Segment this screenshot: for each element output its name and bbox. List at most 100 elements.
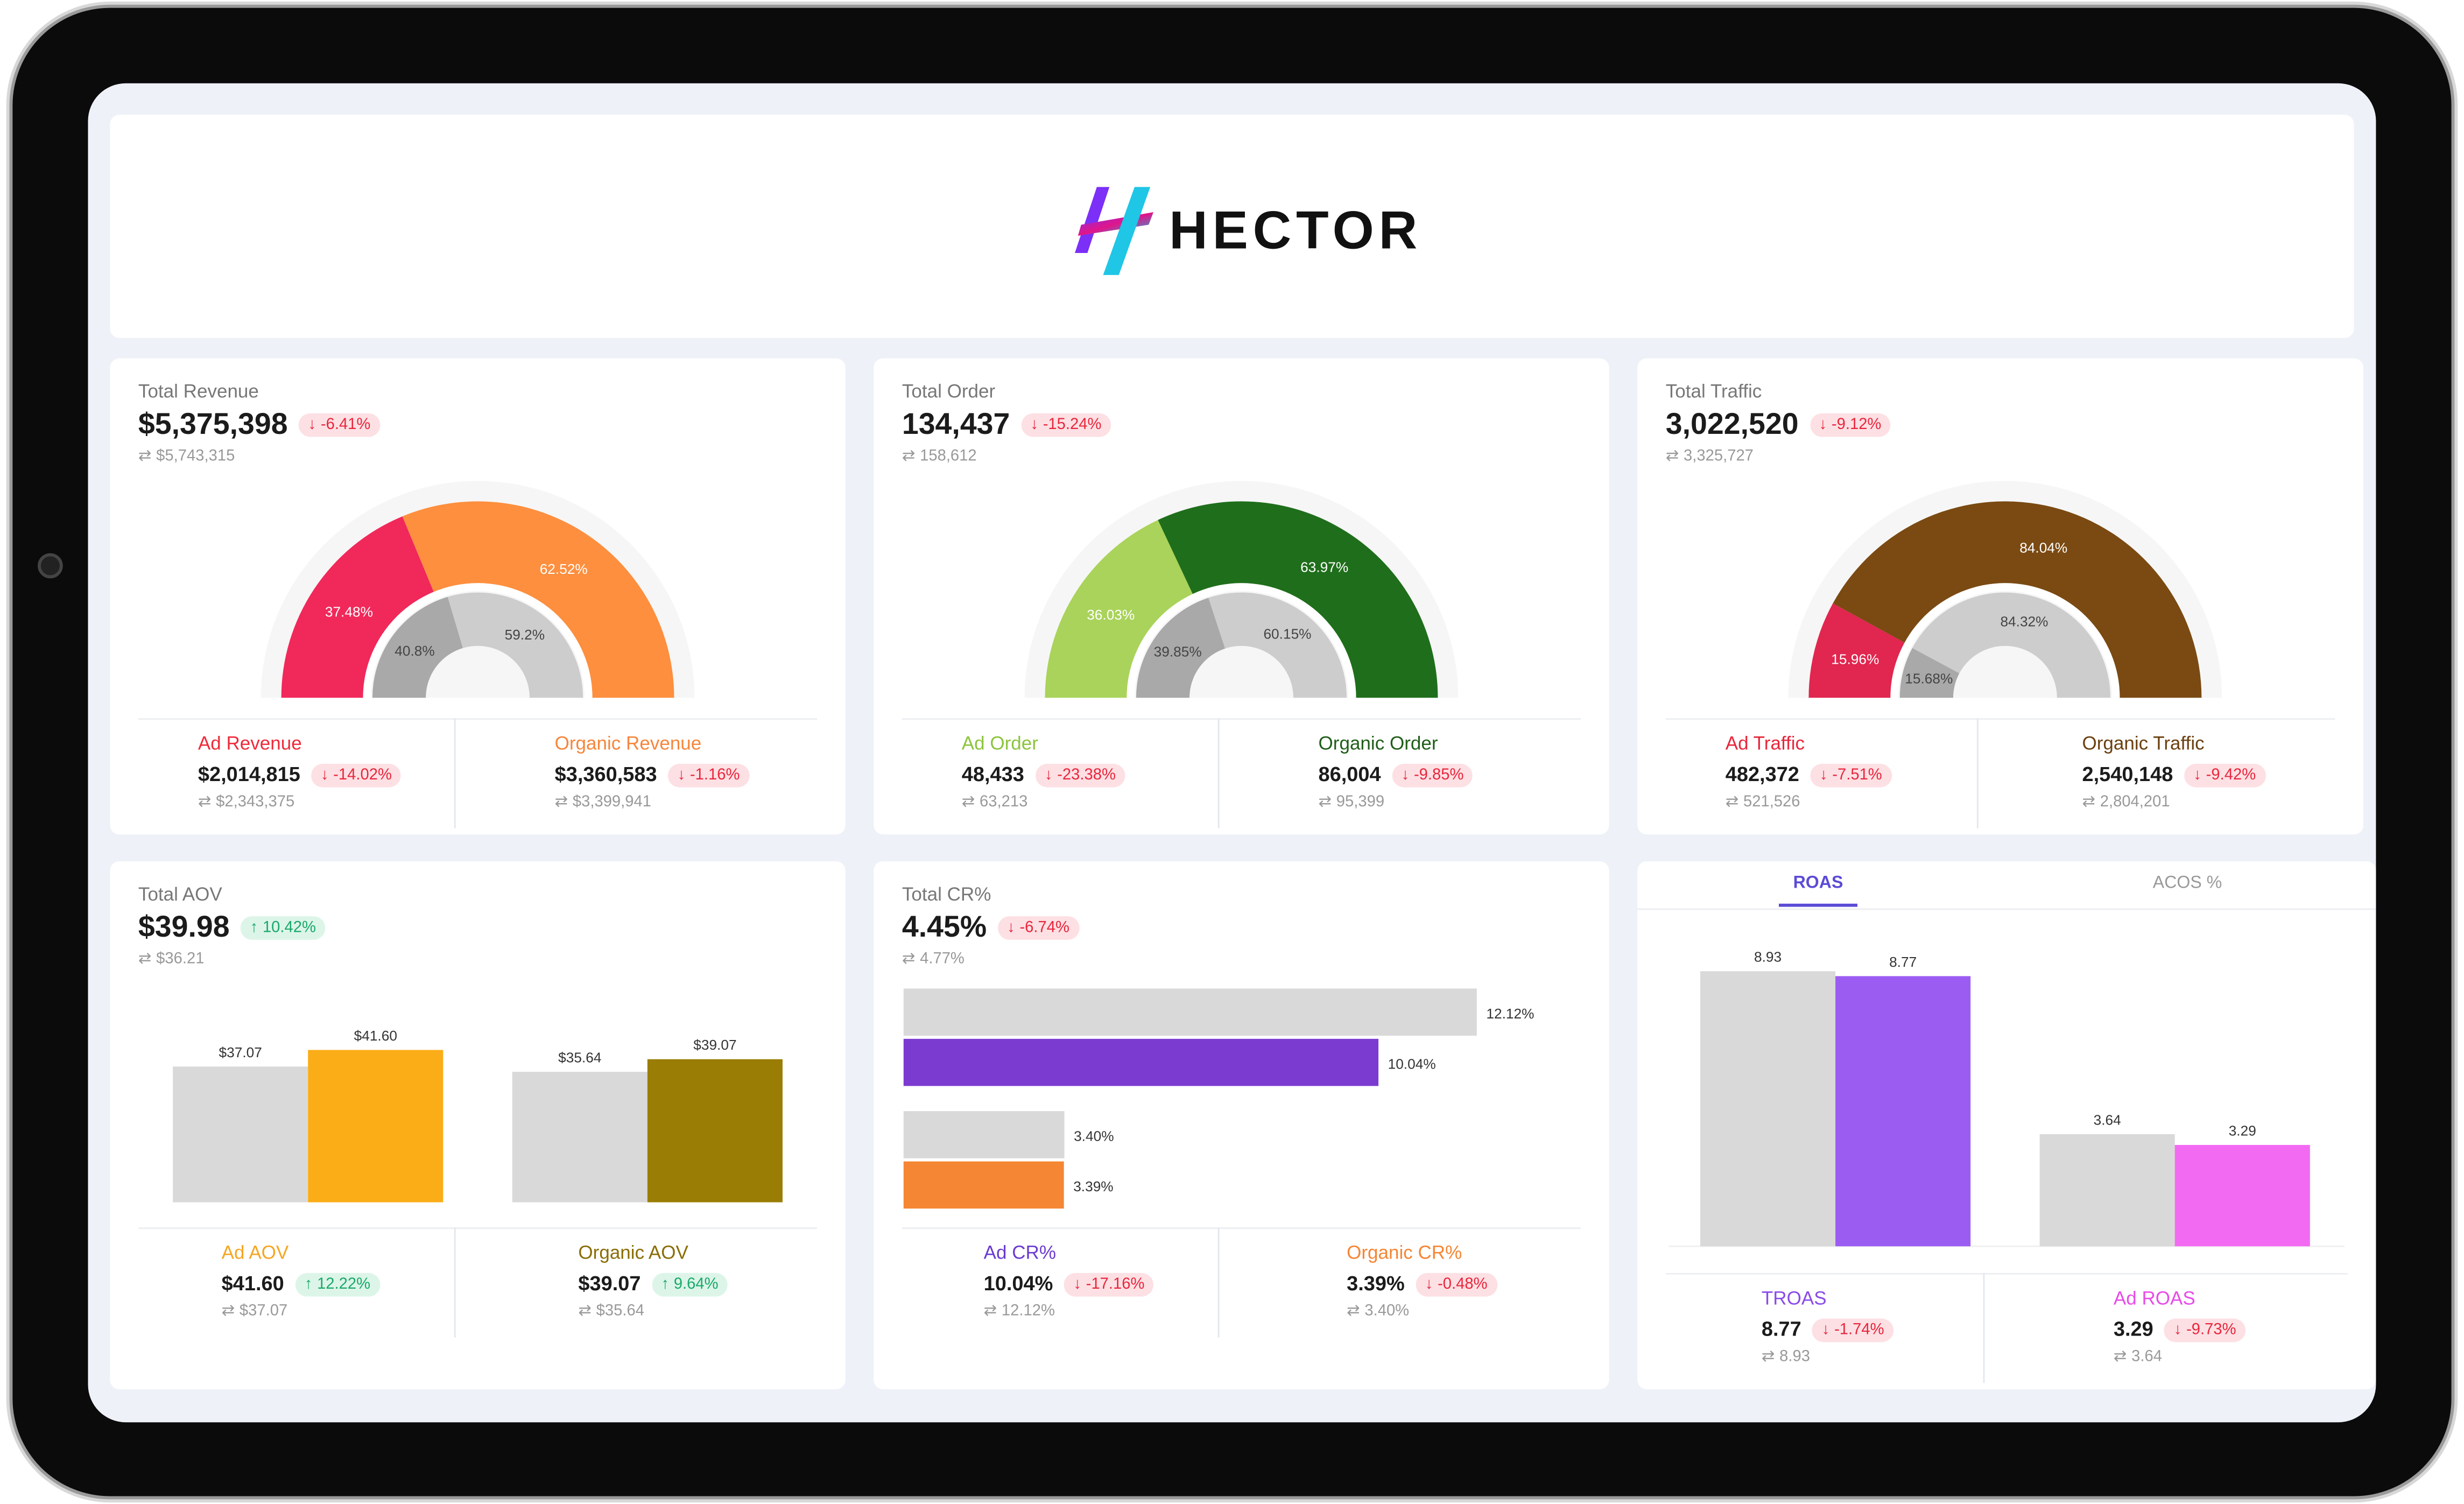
- divider: [1665, 1273, 2348, 1275]
- stat-value: 2,540,148 ↓ -9.42%: [2082, 762, 2265, 788]
- inner-ring-segment: [1136, 598, 1226, 698]
- stat-value: 10.04% ↓ -17.16%: [984, 1271, 1154, 1297]
- stat-ad-traffic: Ad Traffic 482,372 ↓ -7.51% ⇄ 521,526: [1726, 733, 1892, 811]
- change-value: -9.73%: [2186, 1322, 2236, 1339]
- arrow-down-icon: ↓: [320, 767, 329, 784]
- stat-amount: 3.39%: [1347, 1271, 1405, 1295]
- stat-previous: ⇄ $2,343,375: [198, 793, 402, 811]
- bar-troas: [1700, 971, 1836, 1247]
- stat-amount: $2,014,815: [198, 762, 300, 786]
- bar-value-label: $41.60: [354, 1028, 397, 1044]
- stat-label: Organic Revenue: [554, 732, 702, 755]
- bar-ad-cr-: [903, 988, 1477, 1036]
- tab-roas[interactable]: ROAS: [1778, 874, 1857, 907]
- stat-previous: ⇄ 521,526: [1726, 793, 1892, 811]
- stat-ad-roas: Ad ROAS 3.29 ↓ -9.73% ⇄ 3.64: [2113, 1287, 2246, 1366]
- change-badge: ↓ -14.02%: [311, 763, 402, 788]
- previous-amount: $3,399,941: [572, 793, 652, 811]
- stat-label: TROAS: [1761, 1287, 1827, 1310]
- card-value: 4.45% ↓ -6.74%: [902, 911, 1079, 946]
- bar-value-label: 3.64: [2094, 1112, 2121, 1128]
- stat-value: $2,014,815 ↓ -14.02%: [198, 762, 402, 788]
- stat-previous: ⇄ 3.40%: [1347, 1303, 1497, 1320]
- bar-value-label: 3.29: [2229, 1122, 2256, 1138]
- bar-ad-aov: [308, 1050, 443, 1203]
- stat-value: $39.07 ↑ 9.64%: [578, 1271, 728, 1297]
- brand-name: HECTOR: [1169, 200, 1423, 261]
- aov-card: Total AOV $39.98 ↑ 10.42% ⇄ $36.21 $37.07 $41.6…: [110, 861, 846, 1389]
- previous-amount: 3,325,727: [1684, 448, 1754, 466]
- arrow-down-icon: ↓: [1819, 416, 1827, 434]
- stat-label: Ad Revenue: [198, 732, 302, 755]
- divider: [1665, 718, 2335, 720]
- divider: [1983, 1273, 1985, 1383]
- stat-label: Ad CR%: [983, 1241, 1057, 1264]
- divider: [1217, 718, 1220, 828]
- arrow-down-icon: ↓: [1030, 416, 1038, 434]
- gauge-hub: [426, 646, 530, 698]
- card-title: Total Order: [902, 380, 996, 403]
- stat-amount: 86,004: [1318, 762, 1381, 786]
- bar-value-label: 8.93: [1754, 949, 1782, 965]
- change-badge: ↓ -15.24%: [1020, 413, 1111, 437]
- arrow-down-icon: ↓: [2193, 767, 2201, 784]
- previous-amount: 95,399: [1336, 793, 1385, 811]
- inner-ring-label: 15.68%: [1905, 670, 1953, 686]
- gauge-chart: 15.96% 84.04% 15.68% 84.32%: [1788, 481, 2222, 698]
- outer-ring-label: 36.03%: [1087, 607, 1135, 623]
- stat-value: 482,372 ↓ -7.51%: [1726, 762, 1892, 788]
- change-value: -1.16%: [689, 767, 740, 784]
- card-title: Total Revenue: [138, 380, 259, 403]
- compare-icon: ⇄: [983, 1303, 997, 1320]
- stat-label: Organic CR%: [1347, 1241, 1462, 1264]
- compare-icon: ⇄: [138, 951, 152, 968]
- stat-amount: 48,433: [961, 762, 1024, 786]
- previous-amount: 521,526: [1743, 793, 1800, 811]
- previous-value: ⇄ 3,325,727: [1666, 448, 1754, 465]
- stat-troas: TROAS 8.77 ↓ -1.74% ⇄ 8.93: [1761, 1287, 1894, 1366]
- arrow-down-icon: ↓: [1073, 1276, 1081, 1294]
- change-value: -6.74%: [1019, 919, 1069, 937]
- outer-ring-label: 63.97%: [1300, 559, 1348, 575]
- gauge-card-total-traffic: Total Traffic 3,022,520 ↓ -9.12% ⇄ 3,325,727 1…: [1637, 358, 2364, 835]
- inner-ring-label: 60.15%: [1263, 626, 1311, 642]
- bar-value-label: 12.12%: [1486, 1006, 1534, 1022]
- bar-value-label: 8.77: [1889, 954, 1917, 970]
- change-value: -7.51%: [1832, 767, 1882, 784]
- stat-label: Ad Traffic: [1725, 732, 1805, 755]
- divider: [454, 718, 456, 828]
- bar-organic-aov: [512, 1072, 647, 1203]
- bar-organic-cr-: [903, 1111, 1065, 1158]
- gauge-card-total-order: Total Order 134,437 ↓ -15.24% ⇄ 158,612 36.03%…: [874, 358, 1609, 835]
- change-badge: ↓ -0.48%: [1416, 1273, 1497, 1297]
- bar-ad-aov: [173, 1066, 308, 1203]
- stat-previous: ⇄ 2,804,201: [2082, 793, 2265, 811]
- divider: [138, 718, 818, 720]
- card-value: 3,022,520 ↓ -9.12%: [1666, 409, 1891, 443]
- bar-value-label: $39.07: [693, 1037, 736, 1053]
- arrow-down-icon: ↓: [1821, 1322, 1830, 1339]
- hector-logo-icon: [1075, 187, 1153, 275]
- change-badge: ↓ -1.74%: [1812, 1318, 1894, 1343]
- stat-organic-aov: Organic AOV $39.07 ↑ 9.64% ⇄ $35.64: [578, 1241, 728, 1320]
- stat-label: Organic AOV: [578, 1241, 688, 1264]
- stat-amount: 3.29: [2113, 1317, 2153, 1341]
- stat-label: Organic Traffic: [2082, 732, 2205, 755]
- change-value: 12.22%: [317, 1276, 371, 1294]
- compare-icon: ⇄: [1761, 1348, 1775, 1366]
- bar-ad-roas: [2039, 1134, 2175, 1247]
- stat-label: Ad Order: [961, 732, 1038, 755]
- outer-ring-label: 15.96%: [1831, 651, 1879, 667]
- previous-value: ⇄ $36.21: [138, 951, 205, 968]
- change-badge: ↓ -7.51%: [1810, 763, 1892, 788]
- card-title: Total Traffic: [1665, 380, 1762, 403]
- compare-icon: ⇄: [902, 448, 916, 466]
- stat-previous: ⇄ $3,399,941: [555, 793, 749, 811]
- change-badge: ↑ 10.42%: [241, 916, 326, 940]
- tab-acos-[interactable]: ACOS %: [2152, 874, 2222, 893]
- inner-ring-label: 40.8%: [395, 643, 434, 659]
- stat-organic-traffic: Organic Traffic 2,540,148 ↓ -9.42% ⇄ 2,804,20…: [2082, 733, 2265, 811]
- change-value: -1.74%: [1834, 1322, 1884, 1339]
- compare-icon: ⇄: [902, 951, 916, 968]
- compare-icon: ⇄: [1725, 793, 1739, 811]
